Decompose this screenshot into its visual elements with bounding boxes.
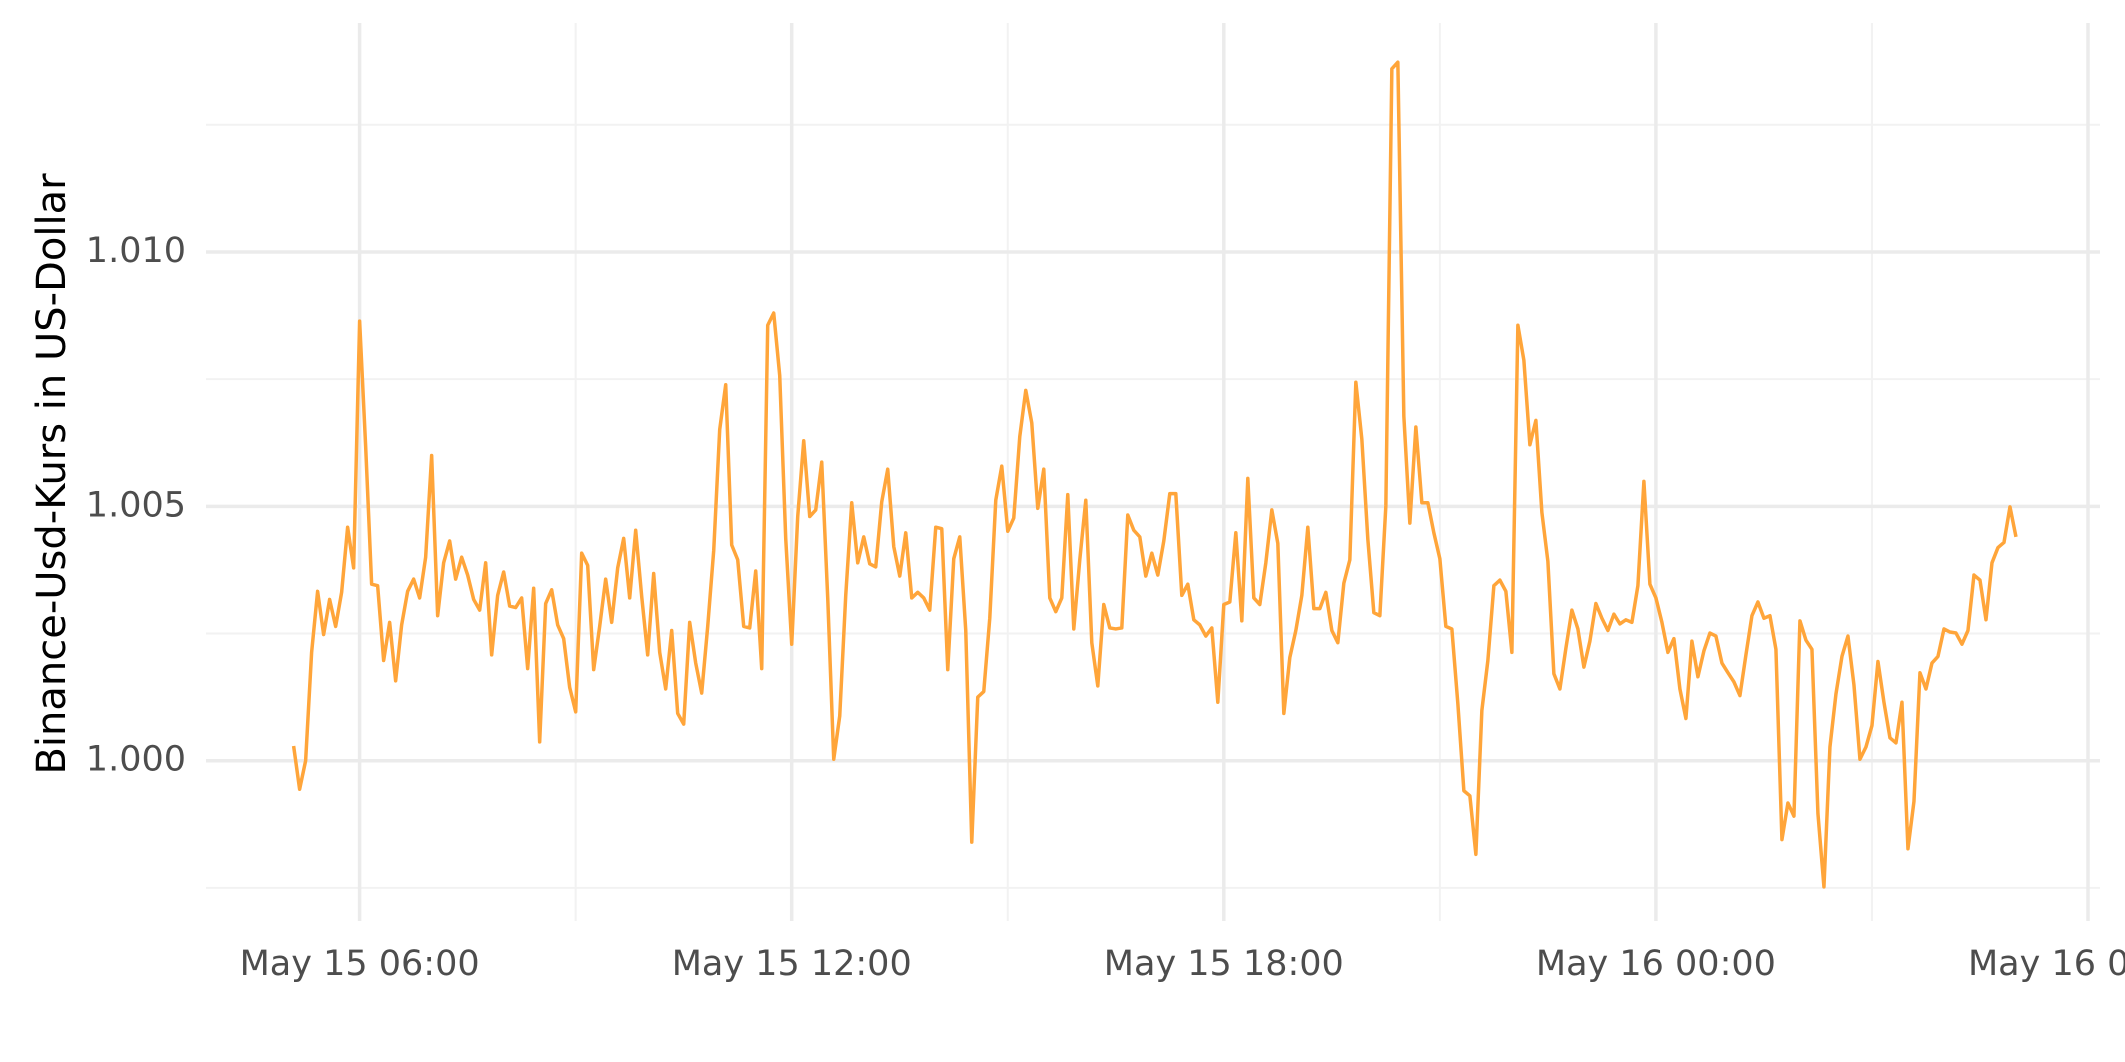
y-tick-label: 1.010 [86, 231, 186, 271]
y-axis-label: Binance-Usd-Kurs in US-Dollar [29, 173, 75, 775]
x-tick-label: May 15 06:00 [240, 944, 480, 984]
x-tick-label: May 15 12:00 [672, 944, 912, 984]
x-tick-label: May 16 00:00 [1536, 944, 1776, 984]
price-line [291, 60, 2018, 889]
x-tick-label: May 16 06:00 [1968, 944, 2125, 984]
y-tick-label: 1.000 [86, 740, 186, 780]
y-tick-label: 1.005 [86, 485, 186, 525]
x-tick-label: May 15 18:00 [1104, 944, 1344, 984]
